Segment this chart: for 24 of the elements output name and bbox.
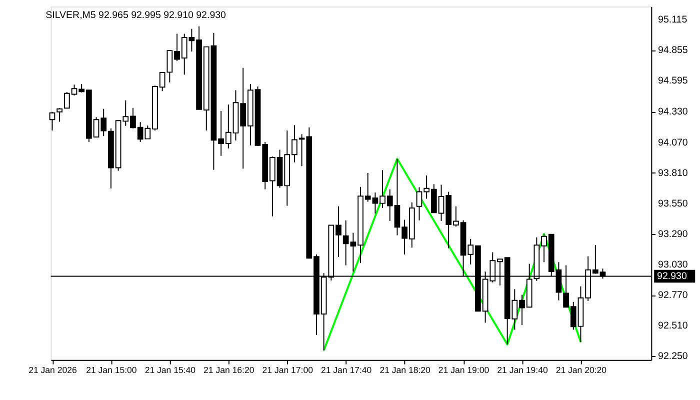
y-tick-label: 94.070 [658,137,688,148]
y-tick-label: 92.510 [658,320,688,332]
x-tick-label: 21 Jan 2026 [28,365,77,376]
x-tick-label: 21 Jan 15:40 [144,365,196,376]
y-tick-label: 93.810 [658,168,688,179]
x-tick-label: 21 Jan 17:40 [320,365,372,376]
y-tick-label: 94.855 [658,45,688,56]
x-tick-label: 21 Jan 19:40 [497,365,548,376]
x-tick-label: 21 Jan 19:00 [438,365,490,376]
y-tick-label: 94.330 [658,106,688,118]
x-tick-label: 21 Jan 16:20 [204,365,254,376]
x-tick-label: 21 Jan 17:00 [262,365,314,376]
x-tick-label: 21 Jan 18:20 [380,365,431,376]
y-tick-label: 93.030 [658,259,688,270]
x-tick-label: 21 Jan 20:20 [556,365,607,376]
y-tick-label: 95.115 [658,14,688,26]
y-tick-label: 93.550 [658,198,688,210]
y-tick-label: 94.595 [658,76,688,87]
x-tick-label: 21 Jan 15:00 [86,365,137,376]
ref-line-label: 92.930 [657,271,688,282]
y-tick-label: 92.770 [658,290,688,301]
chart-title: SILVER,M5 92.965 92.995 92.910 92.930 [46,10,227,22]
y-tick-label: 92.250 [658,351,688,362]
y-tick-label: 93.290 [658,228,688,240]
